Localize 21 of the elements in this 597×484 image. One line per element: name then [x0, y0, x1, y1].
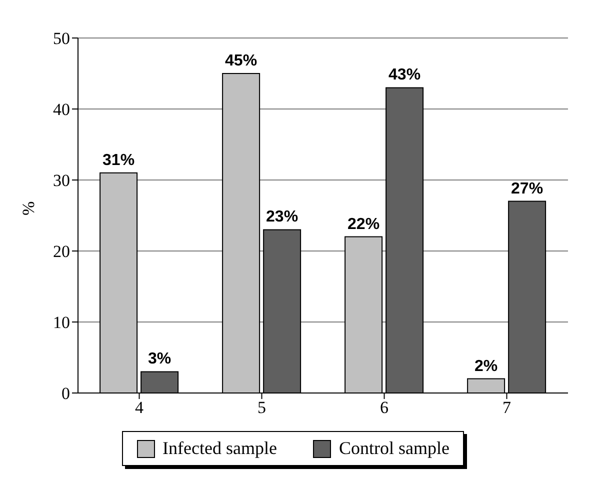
y-tick-label: 40	[53, 100, 70, 120]
y-tick-label: 50	[53, 29, 70, 48]
y-tick-label: 20	[53, 242, 70, 262]
y-axis-title: %	[19, 201, 38, 216]
data-label: 45%	[225, 52, 258, 70]
data-label: 2%	[474, 358, 498, 375]
x-tick-label: 7	[502, 398, 512, 418]
data-label: 43%	[388, 66, 421, 84]
x-tick-label: 5	[258, 398, 266, 418]
y-tick-label: 30	[53, 171, 70, 190]
y-tick-label: 10	[53, 313, 70, 332]
data-label: 22%	[348, 216, 380, 233]
data-label: 23%	[266, 208, 298, 226]
x-tick-label: 4	[135, 398, 144, 418]
data-label: 27%	[511, 180, 544, 198]
x-tick-label: 6	[380, 398, 388, 418]
data-label: 31%	[102, 152, 135, 169]
legend-label: Infected sample	[162, 438, 277, 459]
y-tick-label: 0	[62, 384, 70, 404]
legend-label: Control sample	[338, 438, 450, 459]
data-label: 3%	[148, 350, 172, 368]
